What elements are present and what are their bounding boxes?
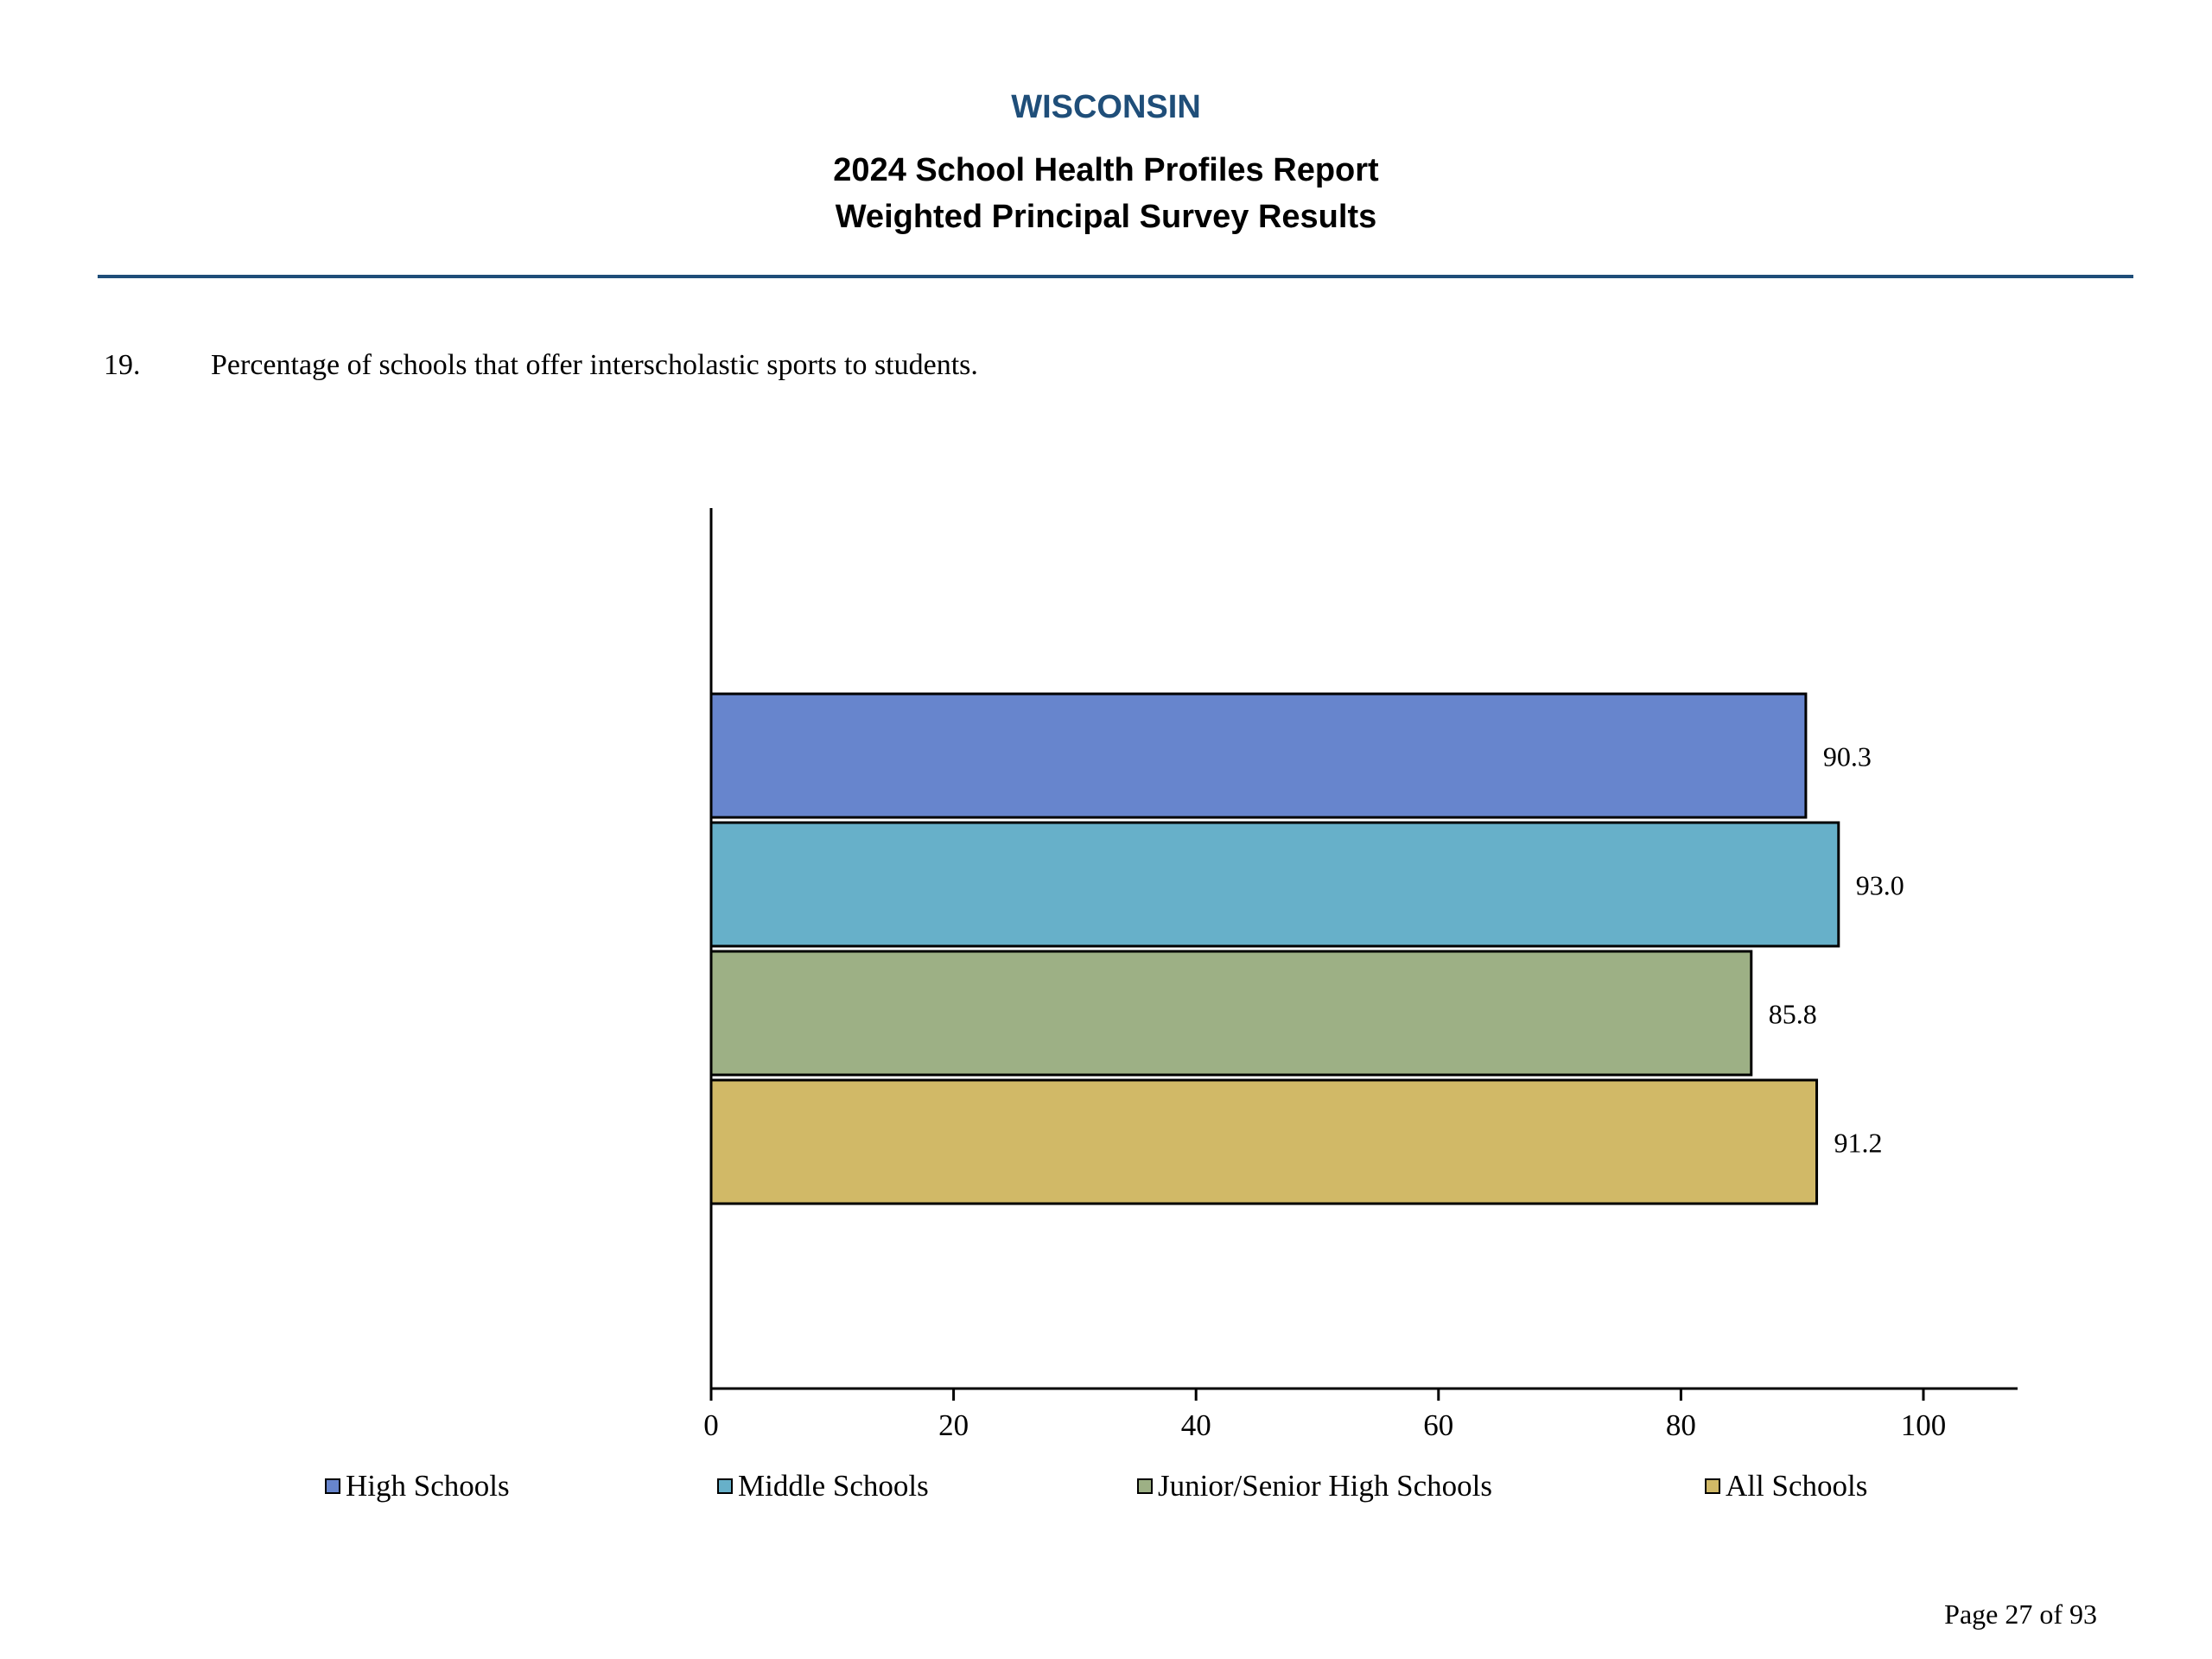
legend-item-high-schools: High Schools	[325, 1469, 510, 1503]
question-number: 19.	[104, 349, 141, 381]
data-label: 91.2	[1834, 1128, 1883, 1159]
data-label: 90.3	[1823, 741, 1872, 772]
x-tick-label: 40	[1181, 1408, 1211, 1442]
data-label: 93.0	[1856, 870, 1904, 901]
state-title: WISCONSIN	[1011, 89, 1201, 125]
legend-swatch	[1137, 1478, 1153, 1494]
header-divider	[98, 275, 2133, 278]
legend-label: High Schools	[346, 1469, 510, 1503]
data-label: 85.8	[1769, 999, 1817, 1030]
x-tick-label: 20	[938, 1408, 969, 1442]
page-number: Page 27 of 93	[1944, 1599, 2097, 1630]
legend-label: Middle Schools	[738, 1469, 929, 1503]
legend-swatch	[1705, 1478, 1720, 1494]
legend-label: Junior/Senior High Schools	[1158, 1469, 1492, 1503]
legend-label: All Schools	[1726, 1469, 1868, 1503]
bar	[709, 950, 1753, 1077]
legend-swatch	[717, 1478, 733, 1494]
report-subtitle: Weighted Principal Survey Results	[835, 199, 1377, 235]
x-tick-label: 100	[1901, 1408, 1947, 1442]
x-tick-label: 60	[1423, 1408, 1453, 1442]
x-tick-label: 80	[1666, 1408, 1696, 1442]
question-text: Percentage of schools that offer intersc…	[211, 349, 978, 381]
bar	[709, 1078, 1819, 1205]
x-tick-label: 0	[703, 1408, 719, 1442]
legend-item-middle-schools: Middle Schools	[717, 1469, 929, 1503]
legend-item-junior-senior-high-schools: Junior/Senior High Schools	[1137, 1469, 1492, 1503]
bar	[709, 692, 1808, 819]
legend-item-all-schools: All Schools	[1705, 1469, 1867, 1503]
legend-swatch	[325, 1478, 340, 1494]
report-title: 2024 School Health Profiles Report	[833, 152, 1379, 188]
bar	[709, 821, 1840, 948]
